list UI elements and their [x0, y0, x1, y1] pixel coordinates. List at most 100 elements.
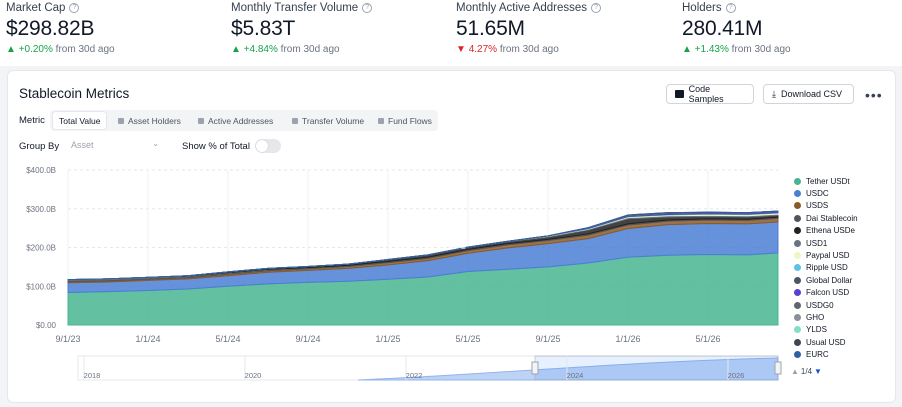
kpi-strip: Market Cap? $298.82B ▲ +0.20% from 30d a… — [0, 0, 902, 66]
navigator-tick-label: 2020 — [245, 371, 262, 380]
legend-swatch — [794, 190, 801, 198]
kpi-delta: ▲ +4.84% from 30d ago — [231, 44, 372, 55]
lock-icon — [378, 117, 384, 124]
watermark-text: rwa — [411, 219, 466, 257]
navigator-selection — [534, 355, 779, 381]
kpi-market-cap: Market Cap? $298.82B ▲ +0.20% from 30d a… — [6, 2, 115, 55]
tab-total-value[interactable]: Total Value — [53, 112, 107, 129]
legend-item[interactable]: USDC — [794, 187, 858, 199]
legend-item[interactable]: Paypal USD — [794, 249, 858, 261]
tab-label: Asset Holders — [128, 115, 181, 126]
legend-label: Ethena USDe — [806, 226, 855, 236]
up-triangle-icon: ▲ — [231, 44, 241, 55]
tab-label: Total Value — [59, 115, 101, 126]
legend-label: USD1 — [806, 238, 828, 248]
legend-item[interactable]: GHO — [794, 311, 858, 323]
kpi-monthly-active-addresses: Monthly Active Addresses? 51.65M ▼ 4.27%… — [456, 2, 602, 55]
legend-swatch — [794, 301, 801, 309]
watermark-logo-icon — [390, 224, 416, 250]
pager-label: 1/4 — [800, 367, 813, 376]
kpi-delta-suffix: from 30d ago — [55, 44, 115, 55]
tab-label: Transfer Volume — [302, 115, 365, 126]
kpi-delta: ▼ 4.27% from 30d ago — [456, 44, 601, 55]
legend-item[interactable]: YLDS — [794, 324, 858, 336]
page-down-icon[interactable]: ▼ — [814, 367, 822, 376]
legend-item[interactable]: EURC — [794, 348, 858, 360]
legend-label: Tether USDt — [806, 176, 850, 186]
stacked-area-chart: $0.00 $100.0B $200.0B $300.0B $400.0B rwa 9/1/… — [26, 166, 782, 381]
legend-item[interactable]: USDG0 — [794, 299, 858, 311]
legend-label: USDG0 — [806, 300, 834, 310]
x-tick-label: 9/1/25 — [535, 334, 560, 344]
metric-tabs: Total Value Asset Holders Active Address… — [50, 110, 438, 131]
legend-item[interactable]: Ripple USD — [794, 262, 858, 274]
tab-active-addresses[interactable]: Active Addresses — [192, 112, 279, 129]
help-icon[interactable]: ? — [591, 3, 602, 13]
legend-item[interactable]: Usual USD — [794, 336, 858, 348]
legend-swatch — [794, 214, 801, 222]
kpi-delta-suffix: from 30d ago — [280, 44, 340, 55]
legend-item[interactable]: Falcon USD — [794, 287, 858, 299]
up-triangle-icon: ▲ — [682, 44, 692, 55]
page-up-icon[interactable]: ▲ — [791, 367, 799, 376]
legend-swatch — [794, 264, 801, 272]
up-triangle-icon: ▲ — [6, 44, 16, 55]
y-tick-label: $400.0B — [26, 166, 56, 175]
download-csv-button[interactable]: ⤓ Download CSV — [763, 84, 854, 104]
x-tick-label: 9/1/24 — [295, 334, 320, 344]
legend-swatch — [794, 289, 801, 297]
tab-transfer-volume[interactable]: Transfer Volume — [286, 112, 370, 129]
legend-item[interactable]: Tether USDt — [794, 175, 858, 187]
help-icon[interactable]: ? — [69, 3, 80, 13]
group-by-select[interactable]: Asset ⌄ — [65, 137, 163, 155]
kpi-label: Market Cap — [6, 2, 66, 14]
navigator-tick-label: 2022 — [406, 371, 423, 380]
kpi-delta-value: +1.43% — [694, 44, 729, 55]
toggle-knob — [256, 140, 268, 152]
code-samples-button[interactable]: Code Samples — [666, 84, 754, 104]
legend-item[interactable]: USD1 — [794, 237, 858, 249]
more-options-icon[interactable]: ••• — [865, 87, 883, 103]
help-icon[interactable]: ? — [362, 3, 373, 13]
kpi-holders: Holders? 280.41M ▲ +1.43% from 30d ago — [682, 2, 791, 55]
tab-fund-flows[interactable]: Fund Flows — [372, 112, 438, 129]
legend-item[interactable]: USDS — [794, 200, 858, 212]
legend-item[interactable]: Dai Stablecoin — [794, 212, 858, 224]
legend-label: USDC — [806, 189, 829, 199]
x-tick-label: 1/1/26 — [615, 334, 640, 344]
show-percent-label: Show % of Total — [182, 141, 250, 152]
legend-item[interactable]: Ethena USDe — [794, 225, 858, 237]
legend-label: YLDS — [806, 325, 827, 335]
legend-label: Global Dollar — [806, 275, 853, 285]
legend-swatch — [794, 177, 801, 185]
legend-swatch — [794, 252, 801, 260]
show-percent-toggle[interactable] — [255, 139, 281, 153]
tab-asset-holders[interactable]: Asset Holders — [112, 112, 187, 129]
metric-label: Metric — [19, 115, 45, 126]
stablecoin-metrics-card: Stablecoin Metrics Code Samples ⤓ Downlo… — [7, 70, 896, 403]
x-tick-label: 5/1/26 — [695, 334, 720, 344]
card-title: Stablecoin Metrics — [19, 86, 130, 101]
kpi-value: $5.83T — [231, 17, 296, 40]
legend-label: EURC — [806, 350, 829, 360]
y-tick-label: $0.00 — [36, 321, 57, 330]
group-by-label: Group By — [19, 141, 60, 152]
kpi-delta: ▲ +0.20% from 30d ago — [6, 44, 115, 55]
navigator-handle-left — [531, 361, 539, 375]
chevron-down-icon: ⌄ — [152, 139, 159, 148]
legend-pager: ▲ 1/4 ▼ — [791, 367, 822, 376]
legend-swatch — [794, 276, 801, 284]
help-icon[interactable]: ? — [725, 3, 736, 13]
legend-label: Paypal USD — [806, 251, 850, 261]
kpi-value: 51.65M — [456, 17, 525, 40]
lock-icon — [292, 117, 298, 124]
kpi-monthly-transfer-volume: Monthly Transfer Volume? $5.83T ▲ +4.84%… — [231, 2, 373, 55]
legend-swatch — [794, 202, 801, 210]
legend-item[interactable]: Global Dollar — [794, 274, 858, 286]
down-triangle-icon: ▼ — [456, 44, 466, 55]
legend-label: GHO — [806, 312, 825, 322]
legend-swatch — [794, 351, 801, 359]
download-csv-label: Download CSV — [780, 89, 843, 99]
y-tick-label: $200.0B — [26, 244, 56, 253]
legend-label: Usual USD — [806, 337, 846, 347]
